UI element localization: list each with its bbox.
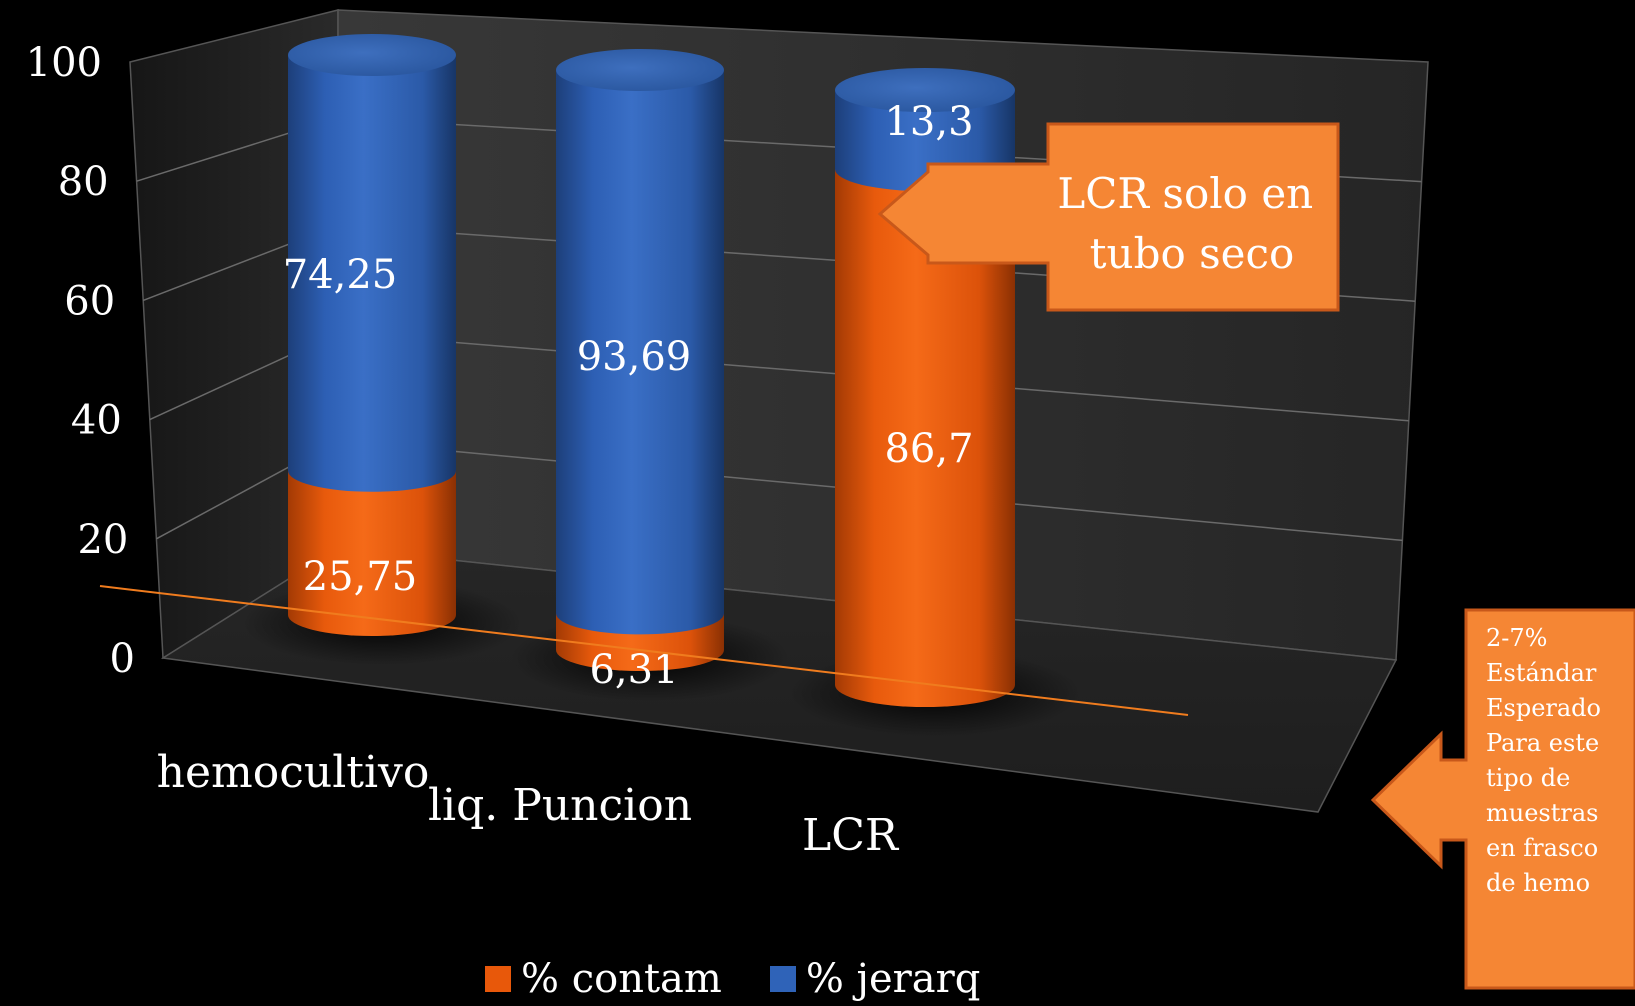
bar-data-labels: 25,75 74,25 6,31 93,69 86,7 13,3 [283, 99, 974, 693]
legend-swatch-jerarq [769, 966, 796, 992]
legend-swatch-contam [485, 966, 511, 992]
legend-label-jerarq: % jerarq [805, 956, 981, 1002]
x-tick-label: LCR [802, 810, 900, 861]
y-tick-label: 0 [110, 636, 135, 682]
bar-data-label: 93,69 [577, 334, 692, 380]
callout-standard-line: Esperado [1486, 694, 1601, 722]
callout-standard-line: tipo de [1486, 764, 1570, 792]
x-tick-label: hemocultivo [157, 747, 430, 798]
callout-standard-arrow [1370, 608, 1635, 990]
bar-cap [288, 34, 456, 76]
callout-standard-line: Estándar [1486, 659, 1597, 687]
legend-item-contam: % contam [485, 956, 722, 1002]
callout-lcr-line-2: tubo seco [1090, 229, 1295, 278]
bars [243, 34, 1080, 737]
callout-lcr-arrow [877, 122, 1340, 312]
callout-standard-line: muestras [1486, 799, 1598, 827]
y-tick-label: 20 [77, 517, 128, 563]
bar-data-label: 74,25 [283, 252, 398, 298]
reference-line [99, 585, 1189, 716]
y-tick-label: 100 [26, 40, 102, 86]
callout-standard: 2-7% Estándar Esperado Para este tipo de mues… [1370, 608, 1635, 990]
svg-text:LCR solo en tubo seco: LCR solo en tubo seco [1057, 169, 1326, 278]
bar-segment-jerarq [288, 55, 456, 492]
bar-segment-contam [288, 470, 456, 636]
bar-data-label: 86,7 [884, 426, 973, 472]
y-tick-label: 40 [71, 398, 122, 444]
bar-segment-jerarq [556, 70, 724, 635]
callout-standard-line: en frasco [1486, 834, 1598, 862]
bar-data-label: 25,75 [303, 554, 418, 600]
legend: % contam % jerarq [485, 952, 980, 1006]
bar-data-label: 13,3 [884, 99, 973, 145]
y-tick-label: 60 [64, 278, 115, 324]
bar-segment-contam [835, 169, 1015, 707]
callout-lcr: LCR solo en tubo seco [877, 122, 1340, 312]
callout-standard-line: Para este [1486, 729, 1599, 757]
x-tick-label: liq. Puncion [428, 780, 692, 831]
bar-data-label: 6,31 [589, 647, 678, 693]
legend-label-contam: % contam [521, 956, 722, 1002]
callout-lcr-line-1: LCR solo en [1057, 169, 1313, 218]
y-axis-tick-labels: 0 20 40 60 80 100 [26, 40, 135, 682]
bar-cap [556, 49, 724, 91]
y-tick-label: 80 [58, 159, 109, 205]
callout-standard-line: de hemo [1486, 869, 1590, 897]
callout-standard-line: 2-7% [1486, 624, 1547, 652]
legend-item-jerarq: % jerarq [769, 956, 981, 1002]
bar-cap [835, 68, 1015, 112]
